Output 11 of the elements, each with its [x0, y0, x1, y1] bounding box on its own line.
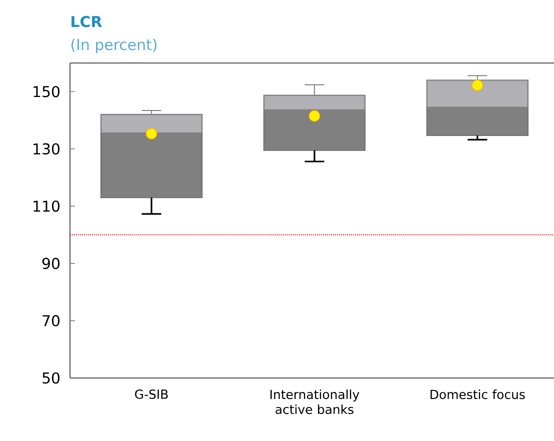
x-tick-label: Domestic focus [430, 390, 525, 400]
y-tick-label: 150 [34, 86, 60, 98]
y-tick-label: 50 [42, 372, 60, 384]
y-tick-label: 110 [34, 200, 60, 212]
x-tick-label: Internationally active banks [270, 390, 360, 414]
chart-subtitle: (In percent) [71, 38, 156, 54]
y-tick-label: 70 [42, 315, 60, 326]
chart-title: LCR [72, 16, 102, 28]
y-tick-label: 130 [34, 143, 60, 155]
x-tick-label: G-SIB [135, 390, 168, 399]
y-tick-label: 90 [42, 258, 60, 270]
